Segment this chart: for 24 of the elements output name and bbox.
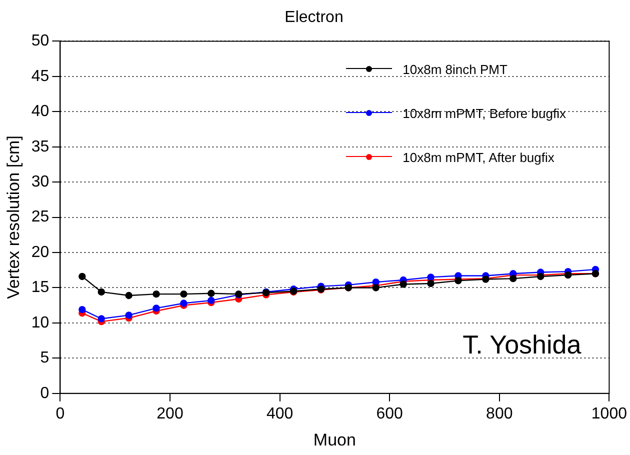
y-tick-label: 20 — [31, 244, 50, 261]
x-tick-label: 1000 — [591, 405, 628, 422]
x-axis-title: Muon — [313, 430, 356, 450]
y-tick-label: 15 — [31, 279, 50, 296]
legend-label: 10x8m mPMT, Before bugfix — [402, 106, 566, 121]
x-tick-label: 0 — [56, 405, 65, 422]
y-tick-label: 50 — [31, 32, 50, 50]
x-tick-label: 400 — [266, 405, 294, 422]
legend-label: 10x8m mPMT, After bugfix — [402, 150, 554, 165]
legend-label: 10x8m 8inch PMT — [402, 62, 508, 77]
chart-title: Electron — [284, 9, 344, 26]
x-tick-label: 200 — [156, 405, 184, 422]
y-tick-label: 30 — [31, 173, 50, 190]
y-tick-label: 10 — [31, 314, 50, 332]
x-tick-label: 800 — [486, 405, 513, 422]
y-tick-label: 25 — [31, 208, 50, 226]
y-tick-label: 40 — [31, 103, 50, 120]
annotation: T. Yoshida — [462, 329, 582, 360]
y-tick-label: 0 — [40, 384, 50, 402]
y-axis-title: Vertex resolution [cm] — [4, 136, 23, 300]
y-tick-label: 45 — [31, 68, 50, 85]
y-tick-label: 5 — [40, 350, 50, 367]
x-tick-label: 600 — [376, 405, 404, 422]
y-tick-label: 35 — [31, 138, 50, 156]
